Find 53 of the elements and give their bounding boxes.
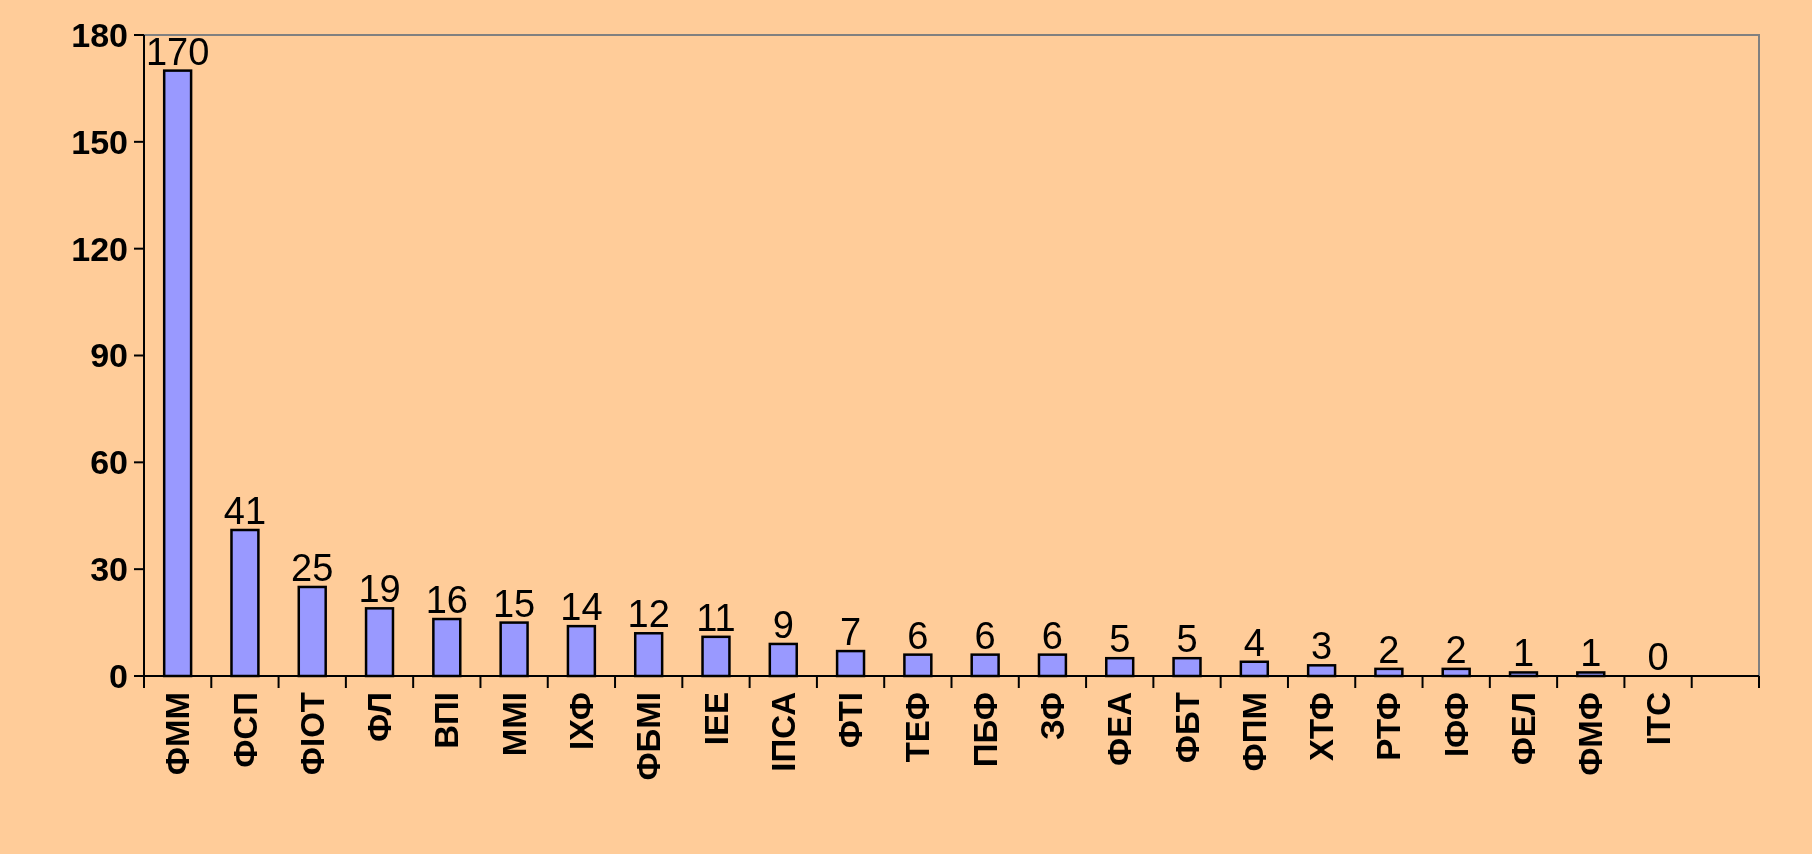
data-label: 5: [1176, 618, 1198, 661]
data-label: 16: [425, 579, 468, 622]
data-label: 14: [560, 586, 603, 629]
x-tick-label: ФМФ: [1572, 692, 1610, 776]
data-label: 6: [974, 614, 996, 657]
x-tick-label: ФЕА: [1101, 692, 1139, 767]
data-label: 1: [1512, 632, 1535, 675]
x-tick-label: ВПІ: [428, 692, 466, 749]
x-tick-label: ТЕФ: [899, 692, 937, 763]
data-label: 6: [1041, 614, 1064, 657]
x-tick-label: ФБТ: [1168, 692, 1206, 764]
x-tick-label: ЗФ: [1033, 692, 1071, 741]
data-label: 9: [772, 603, 794, 646]
data-label: 25: [291, 546, 334, 589]
x-tick-label: ІТС: [1639, 692, 1677, 746]
data-label: 19: [358, 568, 401, 611]
x-tick-label: РТФ: [1370, 692, 1408, 761]
data-label: 6: [907, 614, 929, 657]
x-tick-label: ІПСА: [764, 692, 802, 772]
x-tick-label: ФСП: [226, 692, 264, 768]
y-tick-label: 60: [90, 443, 128, 482]
x-tick-label: ХТФ: [1303, 692, 1341, 762]
x-tick-label: ФММ: [159, 692, 197, 776]
data-label: 12: [627, 593, 670, 636]
y-tick-label: 180: [71, 15, 128, 54]
y-tick-label: 30: [90, 550, 128, 589]
x-tick-label: ФІОТ: [293, 692, 331, 776]
data-label: 11: [696, 596, 736, 639]
data-label: 2: [1445, 628, 1467, 671]
data-label: 2: [1378, 628, 1400, 671]
y-tick-label: 90: [90, 336, 128, 375]
data-label: 15: [492, 582, 536, 625]
data-label: 7: [839, 611, 862, 654]
data-label: 170: [145, 30, 210, 73]
x-tick-label: ІХФ: [562, 692, 600, 751]
data-label: 1: [1580, 632, 1602, 675]
y-tick-label: 150: [71, 122, 128, 161]
x-tick-label: ФЛ: [361, 692, 399, 743]
x-tick-label: ІФФ: [1437, 692, 1475, 758]
y-tick-label: 120: [71, 229, 128, 268]
x-tick-label: ФТІ: [832, 692, 870, 749]
x-tick-label: ФЕЛ: [1505, 692, 1543, 766]
x-tick-label: ММІ: [495, 692, 533, 757]
data-label: 5: [1109, 618, 1131, 661]
data-label: 3: [1311, 625, 1333, 668]
data-label: 41: [223, 489, 267, 532]
x-tick-label: ФБМІ: [630, 692, 668, 781]
x-tick-label: ІЕЕ: [697, 692, 735, 746]
x-tick-label: ФПМ: [1235, 692, 1273, 772]
data-label: 4: [1243, 621, 1265, 664]
data-label: 0: [1647, 636, 1669, 678]
x-tick-label: ПБФ: [966, 692, 1004, 768]
y-tick-label: 0: [109, 656, 128, 695]
